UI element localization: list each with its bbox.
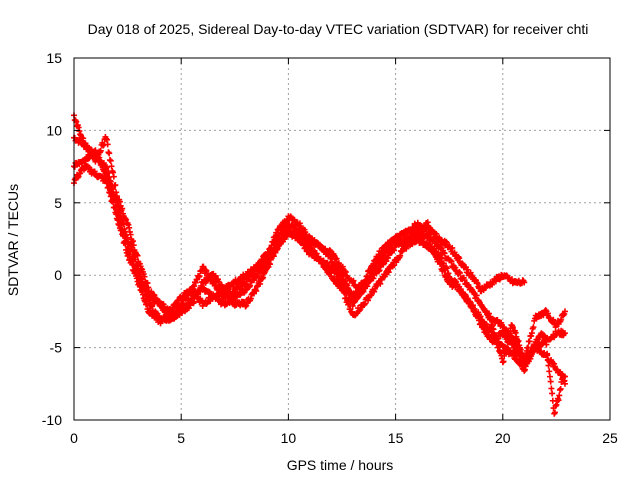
- data-point: [274, 245, 281, 252]
- data-point: [212, 272, 219, 279]
- y-tick-label: -5: [50, 340, 63, 356]
- y-tick-label: 10: [46, 122, 62, 138]
- data-point: [506, 332, 513, 339]
- data-point: [279, 224, 286, 231]
- data-point: [544, 357, 551, 364]
- data-point: [134, 252, 141, 259]
- data-layer: [71, 112, 568, 417]
- data-point: [545, 362, 552, 369]
- data-point: [557, 385, 564, 392]
- y-tick-label: 5: [54, 195, 62, 211]
- tick-layer: 0 5 10 15 20 25 15 10 5 0 -5 -10: [42, 50, 618, 446]
- series-trace-e: [482, 308, 568, 417]
- data-point: [526, 338, 533, 345]
- data-point: [104, 141, 111, 148]
- data-point: [440, 266, 447, 273]
- chart-title: Day 018 of 2025, Sidereal Day-to-day VTE…: [88, 21, 589, 37]
- data-point: [331, 260, 338, 267]
- data-point: [272, 248, 279, 255]
- data-point: [543, 341, 550, 348]
- y-tick-label: 0: [54, 267, 62, 283]
- data-point: [118, 221, 125, 228]
- data-point: [112, 182, 119, 189]
- data-point: [191, 298, 198, 305]
- plot-frame: [73, 57, 611, 421]
- x-tick-label: 25: [602, 430, 618, 446]
- data-point: [490, 326, 497, 333]
- data-point: [504, 345, 511, 352]
- x-tick-label: 15: [388, 430, 404, 446]
- data-point: [549, 390, 556, 397]
- series-trace-d: [71, 112, 568, 366]
- data-point: [107, 157, 114, 164]
- data-point: [333, 255, 340, 262]
- data-point: [456, 269, 463, 276]
- data-point: [243, 302, 250, 309]
- data-point: [449, 244, 456, 251]
- x-tick-label: 20: [495, 430, 511, 446]
- x-tick-label: 5: [177, 430, 185, 446]
- y-tick-label: -10: [42, 412, 62, 428]
- data-point: [517, 346, 524, 353]
- data-point: [521, 279, 528, 286]
- data-point: [546, 368, 553, 375]
- data-point: [170, 313, 177, 320]
- data-point: [437, 260, 444, 267]
- data-point: [273, 232, 280, 239]
- data-point: [544, 350, 551, 357]
- data-point: [487, 315, 494, 322]
- data-point: [296, 233, 303, 240]
- data-point: [360, 288, 367, 295]
- y-tick-label: 15: [46, 50, 62, 66]
- data-point: [561, 330, 568, 337]
- data-point: [500, 358, 507, 365]
- x-tick-label: 0: [70, 430, 78, 446]
- data-point: [473, 292, 480, 299]
- data-point: [530, 324, 537, 331]
- data-point: [109, 191, 116, 198]
- data-point: [106, 150, 113, 157]
- data-point: [551, 409, 558, 416]
- data-point: [110, 173, 117, 180]
- data-point: [561, 308, 568, 315]
- data-point: [119, 205, 126, 212]
- x-axis-label: GPS time / hours: [287, 457, 394, 473]
- data-point: [561, 380, 568, 387]
- data-point: [97, 147, 104, 154]
- x-tick-label: 10: [281, 430, 297, 446]
- data-point: [556, 392, 563, 399]
- y-axis-label: SDTVAR / TECUs: [5, 184, 21, 296]
- data-point: [391, 247, 398, 254]
- data-point: [106, 180, 113, 187]
- data-point: [547, 378, 554, 385]
- data-point: [173, 309, 180, 316]
- data-point: [111, 197, 118, 204]
- data-point: [229, 296, 236, 303]
